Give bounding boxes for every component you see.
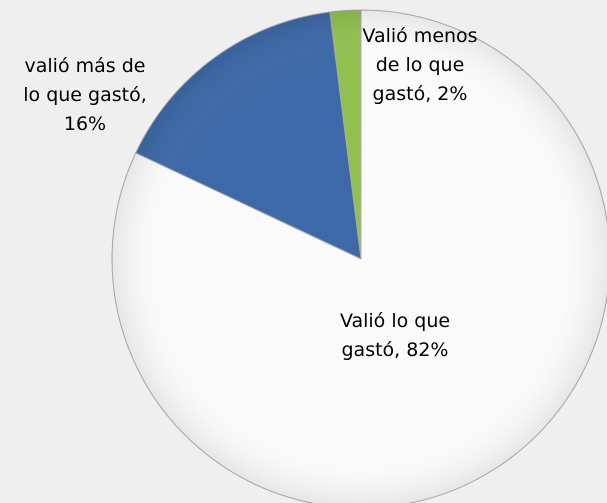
data-label: Valió lo que gastó, 82% [340,310,450,361]
data-label: valió más de lo que gastó, 16% [23,55,147,135]
data-label: Valió menos de lo que gastó, 2% [362,25,477,105]
